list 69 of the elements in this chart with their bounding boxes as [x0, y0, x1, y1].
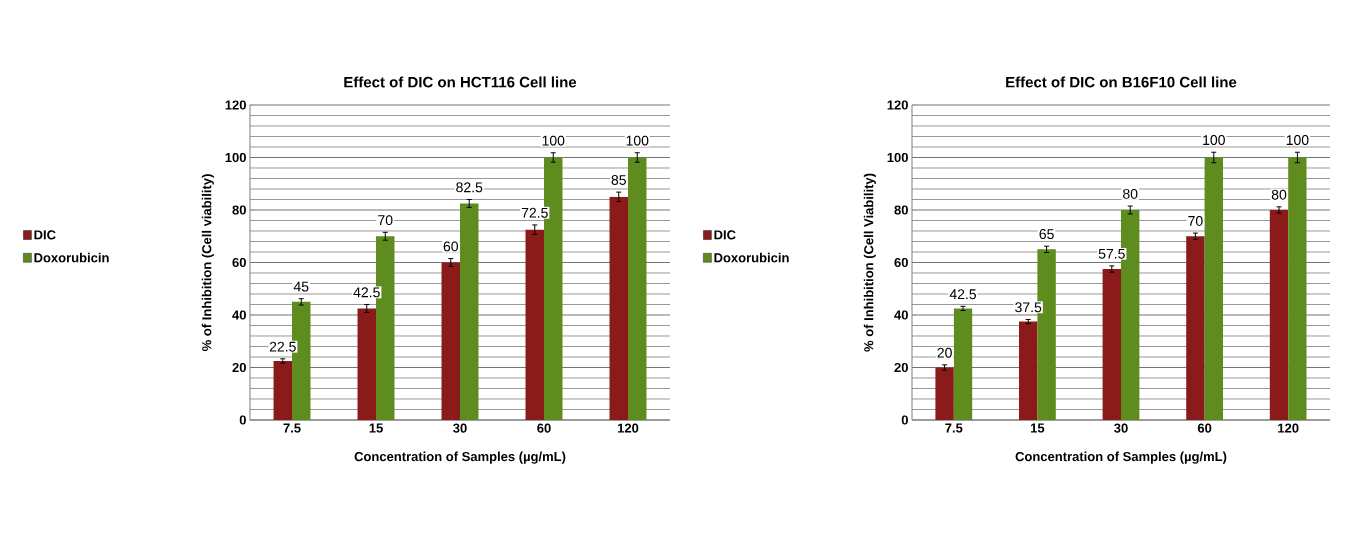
y-tick-label: 40	[894, 310, 908, 320]
y-tick-label: 20	[232, 362, 246, 373]
bar	[525, 229, 544, 420]
data-label: 20	[937, 347, 952, 358]
y-tick-label: 60	[894, 257, 908, 268]
data-label: 22.5	[269, 341, 296, 352]
data-label: 65	[1039, 229, 1054, 240]
x-tick-label: 7.5	[945, 423, 963, 433]
bar	[1288, 157, 1307, 420]
y-tick-label: 80	[232, 205, 246, 215]
data-label: 100	[1203, 135, 1225, 146]
bar	[1204, 157, 1223, 420]
data-label: 42.5	[949, 289, 977, 300]
x-tick-label: 15	[1030, 423, 1045, 433]
x-tick-label: 120	[617, 423, 639, 433]
y-tick-label: 40	[232, 310, 246, 320]
legend-label: Doxorubicin	[34, 252, 109, 263]
y-tick-label: 0	[901, 415, 908, 425]
data-label: 60	[443, 241, 459, 252]
y-axis-title: % of Inhibition (Cell Viability)	[863, 173, 876, 352]
bar	[1102, 269, 1121, 420]
data-label: 45	[293, 281, 309, 292]
x-tick-label: 7.5	[283, 423, 301, 433]
legend-label: DIC	[714, 230, 736, 240]
y-tick-label: 80	[894, 205, 908, 215]
bar	[441, 262, 460, 420]
x-axis-title: Concentration of Samples (µg/mL)	[1015, 451, 1227, 464]
bar	[1269, 209, 1289, 420]
x-tick-label: 30	[453, 423, 467, 433]
chart-title: Effect of DIC on HCT116 Cell line	[344, 76, 577, 88]
x-tick-label: 60	[537, 423, 551, 433]
bar	[273, 360, 293, 420]
bar	[1019, 321, 1038, 420]
legend-label: Doxorubicin	[714, 252, 789, 263]
y-tick-label: 60	[232, 257, 246, 268]
bar	[609, 196, 628, 420]
data-label: 37.5	[1015, 302, 1042, 313]
bar	[1186, 236, 1205, 420]
bar	[628, 157, 647, 420]
chart-title: Effect of DIC on B16F10 Cell line	[1006, 76, 1237, 88]
data-label: 70	[378, 215, 393, 226]
y-tick-label: 0	[239, 415, 246, 425]
x-axis-title: Concentration of Samples (µg/mL)	[354, 451, 566, 464]
bar	[357, 308, 377, 420]
y-tick-label: 120	[887, 100, 908, 110]
y-tick-label: 120	[225, 100, 246, 110]
y-axis-title: % of Inhibition (Cell viability)	[201, 174, 214, 351]
bar	[953, 308, 973, 420]
data-label: 100	[1286, 135, 1309, 146]
y-tick-label: 100	[887, 152, 908, 163]
data-label: 70	[1188, 215, 1203, 226]
data-label: 100	[542, 135, 565, 146]
x-tick-label: 60	[1197, 423, 1212, 433]
data-label: 100	[626, 135, 649, 146]
legend-label: DIC	[34, 230, 56, 240]
x-tick-label: 30	[1114, 423, 1128, 433]
data-label: 72.5	[521, 207, 548, 218]
data-label: 80	[1271, 189, 1287, 200]
x-tick-label: 120	[1278, 423, 1299, 433]
data-label: 85	[611, 175, 626, 185]
data-label: 57.5	[1098, 248, 1125, 259]
x-tick-label: 15	[369, 423, 383, 433]
data-label: 42.5	[353, 287, 380, 298]
bar	[460, 203, 479, 420]
y-tick-label: 20	[894, 362, 908, 373]
data-label: 80	[1123, 188, 1138, 199]
bar	[935, 367, 954, 420]
y-tick-label: 100	[225, 152, 246, 163]
data-label: 82.5	[456, 182, 483, 193]
